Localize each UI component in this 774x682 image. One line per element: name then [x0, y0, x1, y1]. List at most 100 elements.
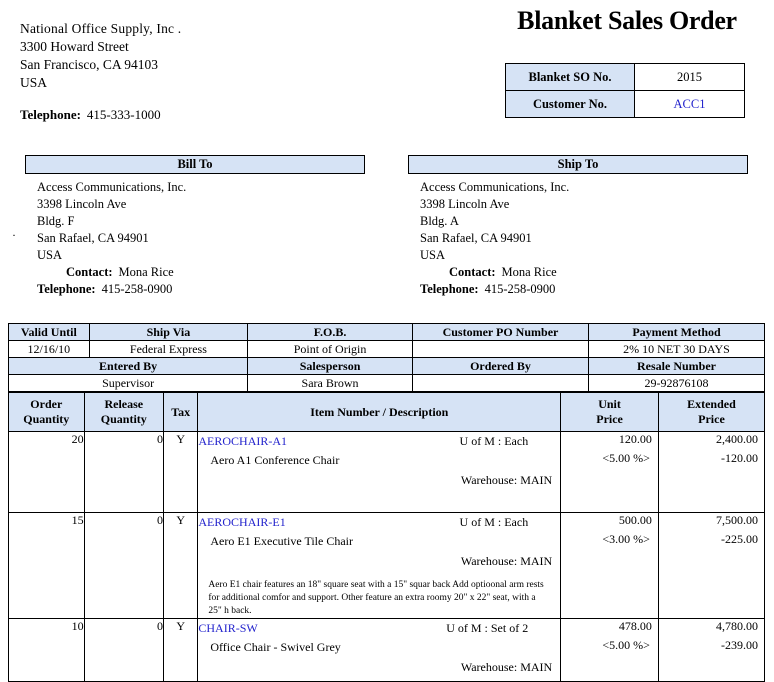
col-extended-price: Extended Price: [657, 392, 766, 432]
item-number-row: AEROCHAIR-E1 U of M : Each: [198, 513, 560, 530]
item-extended-price: 2,400.00: [716, 432, 758, 446]
table-row: 20 0 Y AEROCHAIR-A1 U of M : Each Aero A…: [8, 431, 766, 513]
bill-to-name: Access Communications, Inc.: [37, 180, 187, 194]
col-order-quantity: Order Quantity: [8, 392, 85, 432]
entered-by-label: Entered By: [7, 357, 249, 375]
item-release-quantity: 0: [83, 512, 164, 619]
col-order-quantity-l1: Order: [30, 397, 63, 411]
blanket-so-no-value: 2015: [634, 63, 745, 91]
item-tax: Y: [162, 512, 199, 619]
item-discount-amount: -120.00: [721, 451, 758, 465]
customer-no-label: Customer No.: [505, 90, 635, 118]
company-name: National Office Supply, Inc .: [20, 21, 182, 36]
bill-to-city-state-zip: San Rafael, CA 94901: [37, 231, 149, 245]
col-item-number-description: Item Number / Description: [197, 392, 562, 432]
customer-po-number-value: [411, 340, 590, 358]
item-unit-price: 478.00: [618, 619, 652, 633]
item-number-row: AEROCHAIR-A1 U of M : Each: [198, 432, 560, 449]
bullet-dot-mark: ·: [12, 228, 16, 242]
table-row: Valid Until Ship Via F.O.B. Customer PO …: [8, 323, 765, 341]
bill-to-contact-row: Contact: Mona Rice: [37, 264, 365, 281]
table-row: 15 0 Y AEROCHAIR-E1 U of M : Each Aero E…: [8, 512, 766, 619]
ship-to-block: Ship To Access Communications, Inc. 3398…: [408, 155, 748, 298]
item-description-cell: CHAIR-SW U of M : Set of 2 Office Chair …: [197, 618, 562, 682]
ship-to-contact-value: Mona Rice: [501, 265, 557, 279]
valid-until-value: 12/16/10: [8, 340, 90, 358]
resale-number-value: 29-92876108: [588, 374, 765, 392]
item-tax: Y: [162, 618, 199, 682]
item-description: Aero E1 Executive Tile Chair: [210, 534, 353, 548]
item-extended-price-cell: 2,400.00 -120.00: [657, 431, 766, 513]
ship-to-street: 3398 Lincoln Ave: [420, 197, 510, 211]
table-row: Supervisor Sara Brown 29-92876108: [7, 374, 765, 392]
company-telephone-row: Telephone: 415-333-1000: [20, 106, 181, 124]
item-order-quantity: 20: [8, 431, 85, 513]
payment-method-value: 2% 10 NET 30 DAYS: [588, 340, 765, 358]
ship-via-value: Federal Express: [88, 340, 249, 358]
ship-to-contact-row: Contact: Mona Rice: [420, 264, 748, 281]
table-row: Order Quantity Release Quantity Tax Item…: [8, 392, 766, 432]
item-extended-price-cell: 7,500.00 -225.00: [657, 512, 766, 619]
salesperson-value: Sara Brown: [247, 374, 413, 392]
line-items-header: Order Quantity Release Quantity Tax Item…: [8, 392, 766, 432]
blanket-so-no-label: Blanket SO No.: [505, 63, 635, 91]
ordered-by-value: [411, 374, 590, 392]
col-release-quantity-l2: Quantity: [100, 412, 147, 426]
item-discount-percent: <5.00 %>: [602, 638, 650, 652]
item-unit-price-cell: 478.00 <5.00 %>: [560, 618, 659, 682]
bill-to-street: 3398 Lincoln Ave: [37, 197, 127, 211]
col-tax: Tax: [162, 392, 199, 432]
table-row: Entered By Salesperson Ordered By Resale…: [7, 357, 765, 375]
company-address-block: National Office Supply, Inc . 3300 Howar…: [20, 20, 181, 124]
bill-to-header: Bill To: [25, 155, 365, 174]
ship-to-name: Access Communications, Inc.: [420, 180, 570, 194]
item-uofm: U of M : Each: [459, 515, 529, 529]
item-release-quantity: 0: [83, 431, 164, 513]
item-warehouse: Warehouse: MAIN: [460, 554, 553, 568]
payment-method-label: Payment Method: [588, 323, 765, 341]
bill-to-contact-value: Mona Rice: [118, 265, 174, 279]
col-order-quantity-l2: Quantity: [23, 412, 70, 426]
ship-to-building: Bldg. A: [420, 214, 459, 228]
item-order-quantity: 10: [8, 618, 85, 682]
company-country: USA: [20, 75, 48, 90]
col-release-quantity-l1: Release: [104, 397, 144, 411]
item-warehouse: Warehouse: MAIN: [460, 660, 553, 674]
item-tax: Y: [162, 431, 199, 513]
item-description-cell: AEROCHAIR-E1 U of M : Each Aero E1 Execu…: [197, 512, 562, 619]
company-telephone-label: Telephone:: [20, 107, 81, 122]
item-uofm: U of M : Each: [459, 434, 529, 448]
bill-to-telephone-value: 415-258-0900: [101, 282, 173, 296]
company-telephone-value: 415-333-1000: [86, 107, 161, 122]
item-discount-percent: <3.00 %>: [602, 532, 650, 546]
col-unit-price: Unit Price: [560, 392, 659, 432]
item-number[interactable]: AEROCHAIR-A1: [198, 434, 288, 448]
item-unit-price-cell: 120.00 <5.00 %>: [560, 431, 659, 513]
bill-to-country: USA: [37, 248, 63, 262]
line-items-body: 20 0 Y AEROCHAIR-A1 U of M : Each Aero A…: [8, 431, 766, 682]
item-extended-price: 7,500.00: [716, 513, 758, 527]
item-number[interactable]: AEROCHAIR-E1: [198, 515, 286, 529]
valid-until-label: Valid Until: [8, 323, 90, 341]
fob-value: Point of Origin: [247, 340, 413, 358]
item-number[interactable]: CHAIR-SW: [198, 621, 258, 635]
company-city-state-zip: San Francisco, CA 94103: [20, 57, 158, 72]
col-extended-price-l2: Price: [698, 412, 725, 426]
item-long-description: Aero E1 chair features an 18" square sea…: [208, 580, 544, 616]
ship-via-label: Ship Via: [88, 323, 249, 341]
page-title: Blanket Sales Order: [517, 6, 737, 35]
item-unit-price: 120.00: [618, 432, 652, 446]
bill-to-telephone-label: Telephone:: [37, 282, 96, 296]
ship-to-header: Ship To: [408, 155, 748, 174]
item-unit-price: 500.00: [618, 513, 652, 527]
item-discount-percent: <5.00 %>: [602, 451, 650, 465]
customer-no-value[interactable]: ACC1: [634, 90, 745, 118]
company-street: 3300 Howard Street: [20, 39, 129, 54]
item-description: Aero A1 Conference Chair: [210, 453, 340, 467]
ship-to-telephone-label: Telephone:: [420, 282, 479, 296]
ship-to-body: Access Communications, Inc. 3398 Lincoln…: [408, 174, 748, 298]
resale-number-label: Resale Number: [588, 357, 765, 375]
col-release-quantity: Release Quantity: [83, 392, 164, 432]
entered-by-value: Supervisor: [7, 374, 249, 392]
item-order-quantity: 15: [8, 512, 85, 619]
